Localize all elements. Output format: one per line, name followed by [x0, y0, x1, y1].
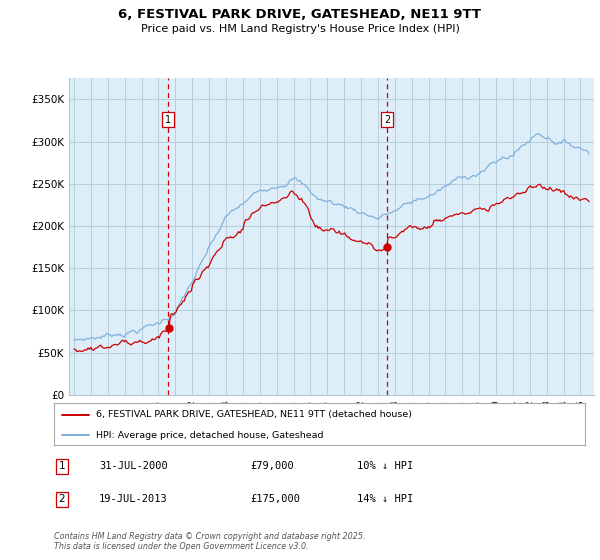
Text: 31-JUL-2000: 31-JUL-2000 [99, 461, 168, 472]
Text: 6, FESTIVAL PARK DRIVE, GATESHEAD, NE11 9TT: 6, FESTIVAL PARK DRIVE, GATESHEAD, NE11 … [119, 8, 482, 21]
Text: £175,000: £175,000 [250, 494, 301, 505]
Text: HPI: Average price, detached house, Gateshead: HPI: Average price, detached house, Gate… [97, 431, 324, 440]
Text: Contains HM Land Registry data © Crown copyright and database right 2025.
This d: Contains HM Land Registry data © Crown c… [54, 532, 365, 552]
Text: 10% ↓ HPI: 10% ↓ HPI [356, 461, 413, 472]
Text: 19-JUL-2013: 19-JUL-2013 [99, 494, 168, 505]
Text: £79,000: £79,000 [250, 461, 294, 472]
Text: 2: 2 [384, 115, 391, 124]
Text: 14% ↓ HPI: 14% ↓ HPI [356, 494, 413, 505]
Text: Price paid vs. HM Land Registry's House Price Index (HPI): Price paid vs. HM Land Registry's House … [140, 24, 460, 34]
Text: 1: 1 [59, 461, 65, 472]
Text: 1: 1 [165, 115, 172, 124]
Text: 6, FESTIVAL PARK DRIVE, GATESHEAD, NE11 9TT (detached house): 6, FESTIVAL PARK DRIVE, GATESHEAD, NE11 … [97, 410, 412, 419]
Text: 2: 2 [59, 494, 65, 505]
